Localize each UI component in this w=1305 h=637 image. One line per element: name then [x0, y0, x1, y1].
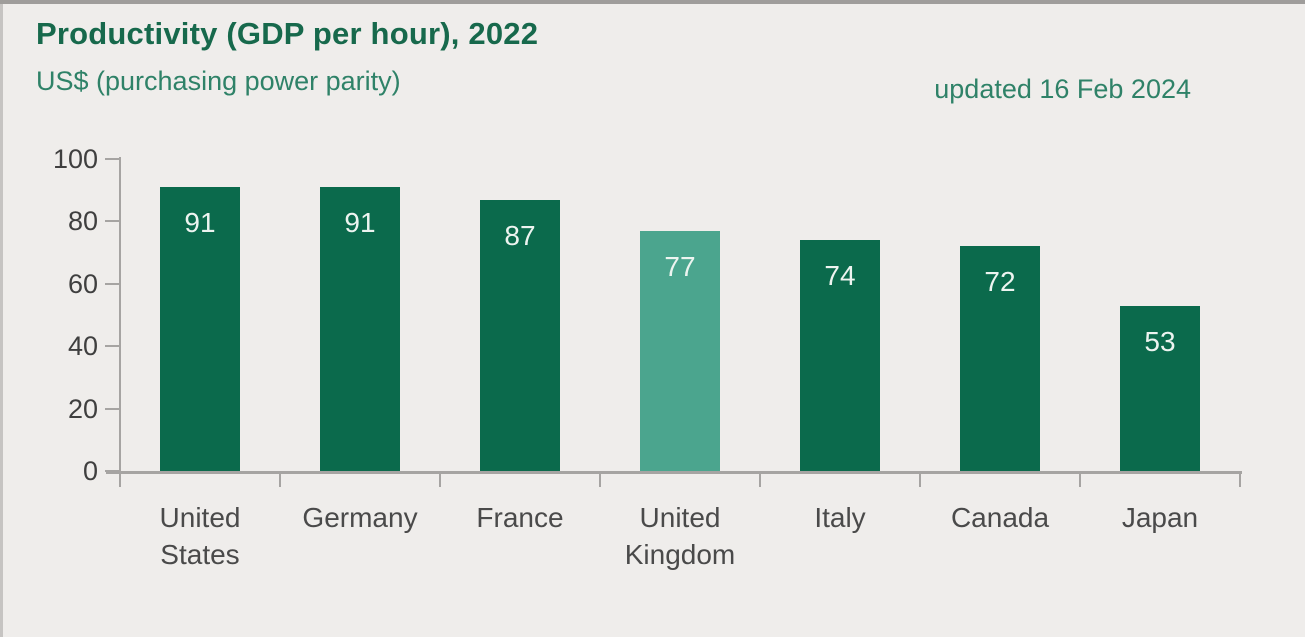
x-axis-tick	[919, 471, 921, 487]
y-axis-tick	[105, 345, 119, 348]
bar-value-label: 72	[984, 266, 1016, 298]
y-axis-tick-label: 100	[52, 144, 98, 174]
category-label-italy: Italy	[814, 502, 866, 533]
y-axis-tick	[105, 407, 119, 410]
y-axis-line	[119, 157, 121, 487]
bar-value-label: 53	[1144, 325, 1176, 357]
bar-germany: 91	[320, 187, 400, 471]
bar-united-kingdom: 77	[640, 230, 720, 471]
bar-value-label: 91	[184, 207, 216, 239]
y-axis-tick-label: 0	[82, 456, 98, 486]
category-label-japan: Japan	[1121, 502, 1199, 533]
x-axis-tick	[599, 471, 601, 487]
chart-title: Productivity (GDP per hour), 2022	[36, 16, 539, 51]
bar-united-states: 91	[160, 187, 240, 471]
y-axis-tick	[105, 282, 119, 285]
bar-value-label: 74	[824, 260, 856, 292]
bar-canada: 72	[960, 246, 1040, 471]
y-axis-tick	[105, 220, 119, 223]
bar-italy: 74	[800, 240, 880, 471]
x-axis-tick	[279, 471, 281, 487]
x-axis-tick	[1079, 471, 1081, 487]
updated-date-label: updated 16 Feb 2024	[934, 74, 1191, 104]
y-axis-tick	[105, 158, 119, 160]
x-axis-tick	[119, 471, 121, 487]
category-label-united-states: United States	[159, 502, 241, 570]
category-label-france: France	[476, 502, 564, 533]
x-axis-tick	[439, 471, 441, 487]
category-label-canada: Canada	[950, 502, 1050, 533]
category-label-united-kingdom: United Kingdom	[624, 502, 736, 570]
bar-value-label: 87	[504, 219, 536, 251]
x-axis-tick	[1239, 471, 1241, 487]
y-axis-tick-label: 40	[67, 331, 98, 362]
category-label-germany: Germany	[302, 502, 418, 533]
bar-value-label: 77	[664, 250, 696, 282]
y-axis-tick-label: 80	[67, 206, 98, 237]
y-axis-tick	[105, 470, 119, 472]
chart-subtitle: US$ (purchasing power parity)	[36, 66, 401, 96]
x-axis-tick	[759, 471, 761, 487]
bar-france: 87	[480, 199, 560, 471]
bar-japan: 53	[1120, 305, 1200, 471]
x-axis-line	[106, 471, 1242, 474]
y-axis-tick-label: 20	[67, 393, 98, 424]
y-axis-tick-label: 60	[67, 268, 98, 299]
bar-value-label: 91	[344, 207, 376, 239]
